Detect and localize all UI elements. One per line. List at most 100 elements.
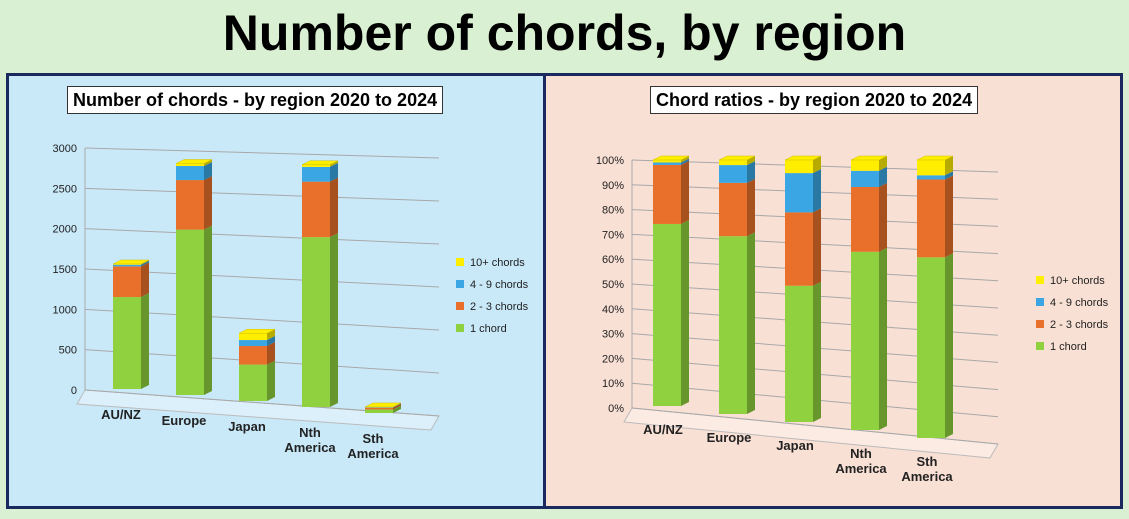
bar-sth-america-1-chord bbox=[917, 253, 953, 438]
x-category-label: America bbox=[901, 469, 953, 484]
bar-nth-america-1-chord-front bbox=[851, 251, 879, 430]
bar-europe-1-chord bbox=[719, 232, 755, 414]
bar-au-nz-4-9-chords bbox=[653, 158, 689, 165]
y-tick-label: 10% bbox=[602, 378, 624, 390]
y-tick-label: 80% bbox=[602, 205, 624, 217]
x-category-label: America bbox=[284, 440, 336, 455]
legend-swatch-4-9-chords bbox=[456, 280, 464, 288]
x-category-label: America bbox=[835, 461, 887, 476]
bar-au-nz-1-chord-front bbox=[113, 297, 141, 389]
bar-nth-america-1-chord bbox=[302, 233, 338, 407]
bar-europe-1-chord-side bbox=[204, 225, 212, 395]
bar-japan-2-3-chords-front bbox=[785, 212, 813, 286]
y-tick-label: 70% bbox=[602, 229, 624, 241]
bar-nth-america-1-chord-side bbox=[330, 233, 338, 407]
y-tick-label: 60% bbox=[602, 254, 624, 266]
bar-sth-america-1-chord-front bbox=[917, 257, 945, 438]
bar-europe-top-cap bbox=[175, 159, 213, 164]
bar-au-nz-1-chord-side bbox=[141, 293, 149, 389]
bar-nth-america-4-9-chords-side bbox=[879, 166, 887, 187]
legend-swatch-10-chords bbox=[456, 258, 464, 266]
bar-japan-2-3-chords bbox=[785, 208, 821, 286]
bar-sth-america-4-9-chords bbox=[917, 171, 953, 180]
bar-japan-10-chords-side bbox=[267, 329, 275, 341]
bar-europe-2-3-chords-side bbox=[204, 176, 212, 230]
bar-au-nz-2-3-chords bbox=[653, 160, 689, 224]
bar-europe-4-9-chords bbox=[719, 161, 755, 183]
bar-nth-america-4-9-chords-front bbox=[851, 170, 879, 187]
bar-europe-10-chords-side bbox=[747, 156, 755, 166]
bar-au-nz-1-chord-front bbox=[653, 223, 681, 406]
bar-au-nz-top-cap bbox=[652, 155, 690, 161]
bar-sth-america-4-9-chords bbox=[365, 403, 401, 408]
legend-label-4-9-chords: 4 - 9 chords bbox=[1050, 297, 1109, 309]
bar-europe-10-chords bbox=[719, 156, 755, 166]
bar-nth-america-10-chords-front bbox=[302, 164, 330, 167]
bar-japan-4-9-chords-side bbox=[813, 169, 821, 213]
chart-left: 0 500 1000 1500 2000 2500 3000 AU/NZ Europe Japan… bbox=[53, 143, 529, 461]
bar-au-nz-2-3-chords-side bbox=[141, 262, 149, 298]
bar-sth-america-1-chord bbox=[365, 405, 401, 413]
bar-sth-america-2-3-chords bbox=[917, 175, 953, 258]
bar-nth-america-4-9-chords-side bbox=[330, 162, 338, 182]
bar-europe-4-9-chords-side bbox=[204, 162, 212, 181]
y-tick-label: 1500 bbox=[53, 264, 77, 276]
chart-title-left: Number of chords - by region 2020 to 202… bbox=[67, 86, 444, 114]
bar-nth-america-top-cap bbox=[301, 160, 339, 166]
bar-nth-america-10-chords-side bbox=[879, 156, 887, 171]
legend-swatch-1-chord bbox=[1036, 342, 1044, 350]
y-tick-label: 2000 bbox=[53, 224, 77, 236]
bar-au-nz-4-9-chords-side bbox=[141, 260, 149, 267]
y-tick-label: 2500 bbox=[53, 183, 77, 195]
chart-right: 0% 10% 20% 30% 40% 50% 60% 70% 80% 90% 100% AU/NZ Eu… bbox=[596, 155, 1109, 484]
legend-label-4-9-chords: 4 - 9 chords bbox=[470, 279, 529, 291]
bar-japan-2-3-chords-side bbox=[267, 341, 275, 365]
chart-title-right: Chord ratios - by region 2020 to 2024 bbox=[650, 86, 979, 114]
chart-panel-right: Chord ratios - by region 2020 to 2024 0%… bbox=[543, 73, 1123, 509]
bar-sth-america-2-3-chords-side bbox=[393, 403, 401, 410]
bar-nth-america-2-3-chords bbox=[851, 183, 887, 252]
bar-au-nz-2-3-chords bbox=[113, 262, 149, 298]
bar-europe-2-3-chords bbox=[719, 178, 755, 237]
x-category-label: Nth bbox=[299, 425, 321, 440]
bar-au-nz-4-9-chords-front bbox=[653, 162, 681, 165]
bar-au-nz-10-chords-side bbox=[681, 156, 689, 163]
bar-europe-2-3-chords-side bbox=[747, 178, 755, 237]
bar-sth-america-2-3-chords-front bbox=[917, 179, 945, 258]
bar-au-nz-top-cap bbox=[112, 259, 150, 265]
bar-au-nz-10-chords-front bbox=[653, 160, 681, 163]
bar-japan-1-chord-side bbox=[267, 360, 275, 401]
bar-nth-america-4-9-chords-front bbox=[302, 166, 330, 182]
bar-au-nz-1-chord bbox=[653, 219, 689, 406]
bar-nth-america-2-3-chords-front bbox=[851, 187, 879, 252]
legend-label-10-chords: 10+ chords bbox=[470, 257, 525, 269]
bar-au-nz-10-chords-front bbox=[113, 263, 141, 265]
bar-japan-1-chord bbox=[239, 360, 275, 401]
bar-nth-america-10-chords bbox=[851, 156, 887, 171]
bar-japan-10-chords-side bbox=[813, 156, 821, 174]
gridline bbox=[84, 228, 440, 245]
bar-nth-america-1-chord-side bbox=[879, 247, 887, 430]
bar-japan-1-chord-front bbox=[239, 364, 267, 401]
bar-sth-america-2-3-chords-side bbox=[945, 175, 953, 258]
bar-sth-america-10-chords-front bbox=[917, 160, 945, 176]
y-tick-label: 0% bbox=[608, 403, 624, 415]
bar-japan-top-cap bbox=[784, 155, 822, 161]
y-tick-label: 3000 bbox=[53, 143, 77, 155]
bar-nth-america-1-chord-front bbox=[302, 237, 330, 407]
bar-europe-top-cap bbox=[718, 155, 756, 161]
bar-europe-1-chord-side bbox=[747, 232, 755, 414]
bar-au-nz-2-3-chords-side bbox=[681, 160, 689, 224]
bar-europe-4-9-chords bbox=[176, 162, 212, 181]
y-tick-label: 50% bbox=[602, 279, 624, 291]
bar-sth-america-1-chord-front bbox=[365, 409, 393, 413]
bar-sth-america-10-chords bbox=[917, 156, 953, 176]
bar-europe-4-9-chords-side bbox=[747, 161, 755, 183]
bar-japan-10-chords-front bbox=[239, 333, 267, 341]
bar-japan-1-chord-side bbox=[813, 281, 821, 422]
bar-nth-america-2-3-chords bbox=[302, 177, 338, 238]
bar-japan-4-9-chords bbox=[239, 336, 275, 346]
y-tick-label: 500 bbox=[59, 345, 77, 357]
y-tick-label: 0 bbox=[71, 385, 77, 397]
chart-panel-left: Number of chords - by region 2020 to 202… bbox=[6, 73, 546, 509]
